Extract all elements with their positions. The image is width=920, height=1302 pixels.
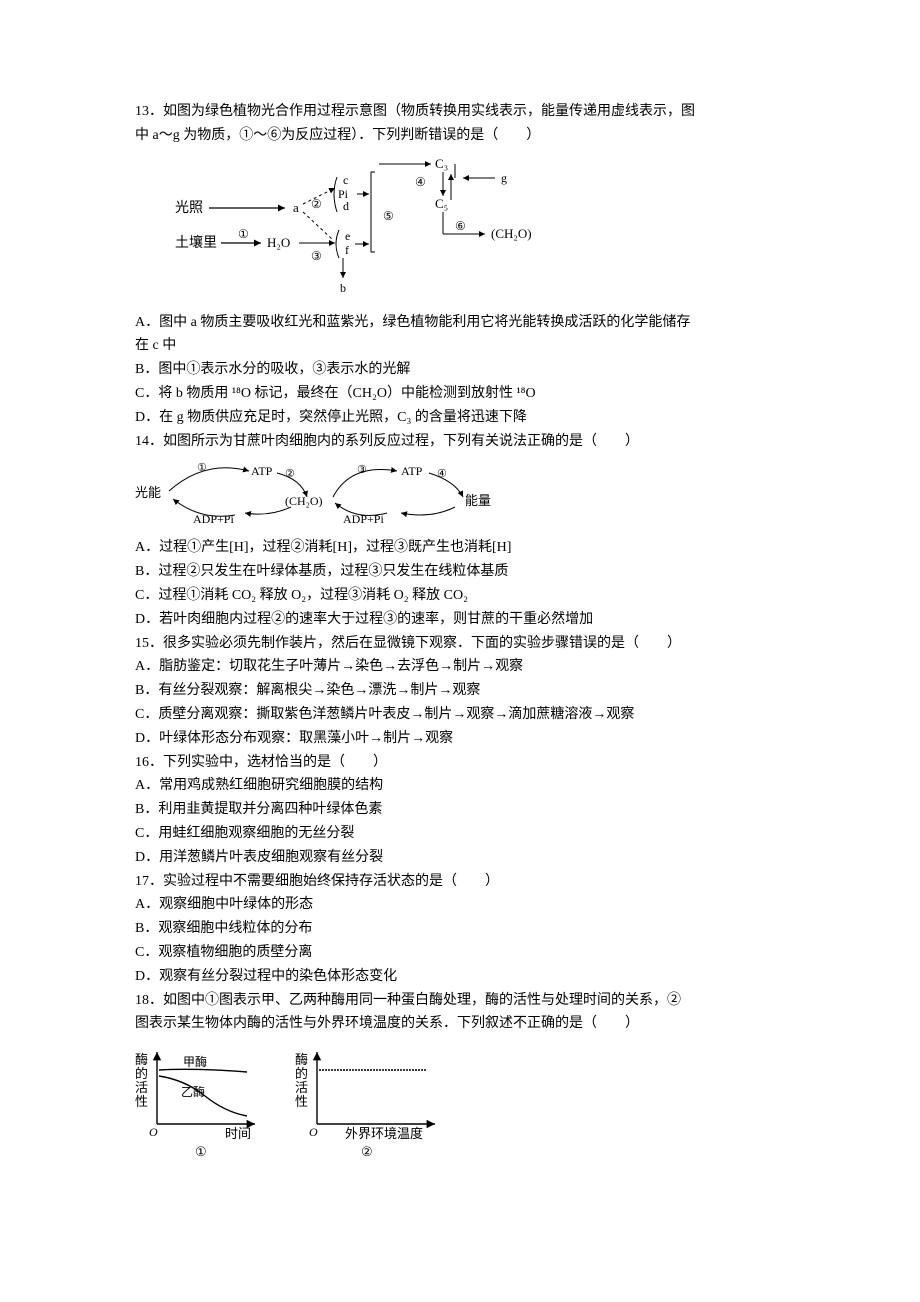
- q14-opt-b: B．过程②只发生在叶绿体基质，过程③只发生在线粒体基质: [135, 560, 810, 584]
- label-n1b: ①: [197, 462, 207, 474]
- y1-c3: 活: [135, 1080, 148, 1095]
- cap2: ②: [361, 1144, 373, 1159]
- q17-opt-b: B．观察细胞中线粒体的分布: [135, 917, 810, 941]
- label-c3: C₃: [435, 156, 448, 171]
- q16-stem: 16．下列实验中，选材恰当的是（ ）: [135, 751, 810, 775]
- o2: O: [309, 1125, 318, 1139]
- q13-opt-d: D．在 g 物质供应充足时，突然停止光照，C₃ 的含量将迅速下降: [135, 406, 810, 430]
- label-n1: ①: [238, 227, 249, 241]
- q14-opt-a: A．过程①产生[H]，过程②消耗[H]，过程③既产生也消耗[H]: [135, 536, 810, 560]
- q13-stem-line1: 13．如图为绿色植物光合作用过程示意图（物质转换用实线表示，能量传递用虚线表示，…: [135, 100, 810, 124]
- label-n4: ④: [415, 175, 426, 189]
- label-ch2ob: (CH₂O): [285, 494, 323, 508]
- q17-opt-c: C．观察植物细胞的质壁分离: [135, 941, 810, 965]
- jia: 甲酶: [183, 1054, 207, 1069]
- y2-c4: 性: [295, 1094, 308, 1109]
- y1-c1: 酶: [135, 1052, 148, 1067]
- label-c: c: [343, 173, 348, 187]
- q15-opt-d: D．叶绿体形态分布观察：取黑藻小叶→制片→观察: [135, 727, 810, 751]
- q13-opt-a-line1: A．图中 a 物质主要吸收红光和蓝紫光，绿色植物能利用它将光能转换成活跃的化学能…: [135, 311, 810, 335]
- label-n5: ⑤: [383, 209, 394, 223]
- label-g: g: [501, 171, 507, 185]
- y1-c2: 的: [135, 1066, 148, 1081]
- x1: 时间: [225, 1126, 251, 1141]
- label-h2o: H₂O: [267, 235, 290, 250]
- q14-opt-c: C．过程①消耗 CO₂ 释放 O₂，过程③消耗 O₂ 释放 CO₂: [135, 584, 810, 608]
- label-n3b: ③: [357, 464, 367, 476]
- label-light: 光照: [175, 200, 203, 216]
- label-n2b: ②: [285, 468, 295, 480]
- q13-diagram: 光照 a 土壤里 ① H₂O ② c Pi d C₃ g ④ C₅ ⑤ ⑥ (C…: [175, 152, 810, 307]
- yi: 乙酶: [181, 1084, 205, 1099]
- y2-c3: 活: [295, 1080, 308, 1095]
- label-n2: ②: [311, 197, 322, 211]
- q13-stem-line2: 中 a～g 为物质，①～⑥为反应过程）．下列判断错误的是（ ）: [135, 124, 810, 148]
- q13-opt-c: C．将 b 物质用 ¹⁸O 标记，最终在（CH₂O）中能检测到放射性 ¹⁸O: [135, 382, 810, 406]
- label-b: b: [340, 281, 346, 295]
- y1-c4: 性: [135, 1094, 148, 1109]
- o1: O: [149, 1125, 158, 1139]
- q15-opt-b: B．有丝分裂观察：解离根尖→染色→漂洗→制片→观察: [135, 679, 810, 703]
- q17-opt-d: D．观察有丝分裂过程中的染色体形态变化: [135, 965, 810, 989]
- y2-c1: 酶: [295, 1052, 308, 1067]
- q16-opt-d: D．用洋葱鳞片叶表皮细胞观察有丝分裂: [135, 846, 810, 870]
- q15-opt-a: A．脂肪鉴定：切取花生子叶薄片→染色→去浮色→制片→观察: [135, 655, 810, 679]
- q14-stem: 14．如图所示为甘蔗叶肉细胞内的系列反应过程，下列有关说法正确的是（ ）: [135, 430, 810, 454]
- q15-stem: 15．很多实验必须先制作装片，然后在显微镜下观察．下面的实验步骤错误的是（ ）: [135, 632, 810, 656]
- q14-opt-d: D．若叶肉细胞内过程②的速率大于过程③的速率，则甘蔗的干重必然增加: [135, 608, 810, 632]
- label-light2: 光能: [135, 485, 161, 500]
- label-d: d: [343, 199, 349, 213]
- label-a: a: [293, 200, 299, 215]
- q16-opt-a: A．常用鸡成熟红细胞研究细胞膜的结构: [135, 774, 810, 798]
- q18-diagram: 酶 的 活 性 O 时间 甲酶 乙酶 ① 酶 的 活 性 O 外界环境温度 ②: [135, 1046, 810, 1166]
- y2-c2: 的: [295, 1066, 308, 1081]
- label-e: e: [345, 229, 350, 243]
- q13-opt-b: B．图中①表示水分的吸收，③表示水的光解: [135, 358, 810, 382]
- q17-stem: 17．实验过程中不需要细胞始终保持存活状态的是（ ）: [135, 870, 810, 894]
- label-energy: 能量: [465, 493, 491, 508]
- q16-opt-c: C．用蛙红细胞观察细胞的无丝分裂: [135, 822, 810, 846]
- label-atp2: ATP: [401, 464, 423, 478]
- cap1: ①: [195, 1144, 207, 1159]
- x2: 外界环境温度: [345, 1126, 423, 1141]
- label-soil: 土壤里: [175, 234, 217, 251]
- q18-stem-line1: 18．如图中①图表示甲、乙两种酶用同一种蛋白酶处理，酶的活性与处理时间的关系，②: [135, 989, 810, 1013]
- label-adp2: ADP+Pi: [343, 512, 384, 526]
- label-f: f: [345, 243, 349, 257]
- label-ch2o: (CH₂O): [491, 226, 532, 241]
- label-n4b: ④: [437, 468, 447, 480]
- q15-opt-c: C．质壁分离观察：撕取紫色洋葱鳞片叶表皮→制片→观察→滴加蔗糖溶液→观察: [135, 703, 810, 727]
- q16-opt-b: B．利用韭黄提取并分离四种叶绿体色素: [135, 798, 810, 822]
- label-c5: C₅: [435, 196, 448, 211]
- q17-opt-a: A．观察细胞中叶绿体的形态: [135, 893, 810, 917]
- label-n6: ⑥: [455, 219, 466, 233]
- label-atp1: ATP: [251, 464, 273, 478]
- q14-diagram: 光能 ① ATP ADP+Pi ② (CH₂O) ③ ATP ADP+Pi ④ …: [135, 457, 810, 532]
- q13-opt-a-line2: 在 c 中: [135, 334, 810, 358]
- label-n3: ③: [311, 249, 322, 263]
- label-adp1: ADP+Pi: [193, 512, 234, 526]
- q18-stem-line2: 图表示某生物体内酶的活性与外界环境温度的关系．下列叙述不正确的是（ ）: [135, 1012, 810, 1036]
